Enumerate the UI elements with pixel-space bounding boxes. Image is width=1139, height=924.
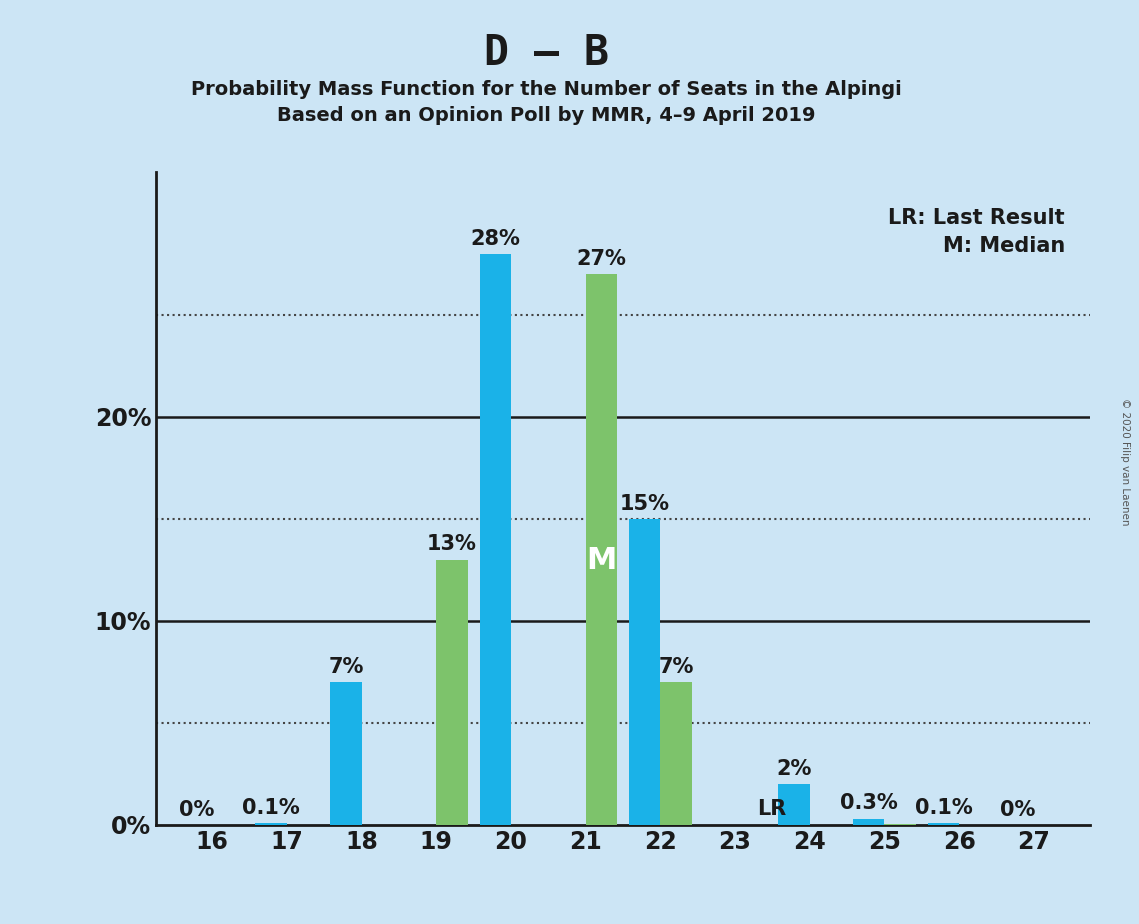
- Bar: [480, 254, 511, 825]
- Text: Probability Mass Function for the Number of Seats in the Alpingi: Probability Mass Function for the Number…: [191, 80, 902, 100]
- Text: 28%: 28%: [470, 228, 521, 249]
- Bar: [330, 682, 361, 825]
- Bar: [436, 560, 468, 825]
- Bar: [661, 682, 691, 825]
- Text: 7%: 7%: [328, 657, 363, 677]
- Text: 0%: 0%: [179, 799, 214, 820]
- Bar: [884, 823, 916, 825]
- Text: © 2020 Filip van Laenen: © 2020 Filip van Laenen: [1121, 398, 1130, 526]
- Text: 2%: 2%: [777, 759, 812, 779]
- Text: LR: LR: [756, 798, 786, 819]
- Text: 0%: 0%: [1000, 799, 1035, 820]
- Bar: [853, 819, 884, 825]
- Text: 15%: 15%: [620, 493, 670, 514]
- Text: 0.3%: 0.3%: [839, 794, 898, 813]
- Text: 0.1%: 0.1%: [243, 797, 300, 818]
- Text: 13%: 13%: [427, 534, 477, 554]
- Text: D – B: D – B: [484, 32, 609, 74]
- Text: LR: Last Result: LR: Last Result: [888, 208, 1065, 228]
- Bar: [928, 822, 959, 825]
- Bar: [255, 822, 287, 825]
- Text: M: Median: M: Median: [943, 236, 1065, 256]
- Text: 7%: 7%: [658, 657, 694, 677]
- Bar: [585, 274, 617, 825]
- Bar: [629, 518, 661, 825]
- Text: 0.1%: 0.1%: [915, 797, 973, 818]
- Text: M: M: [587, 546, 616, 575]
- Text: 27%: 27%: [576, 249, 626, 269]
- Text: Based on an Opinion Poll by MMR, 4–9 April 2019: Based on an Opinion Poll by MMR, 4–9 Apr…: [278, 106, 816, 126]
- Bar: [778, 784, 810, 825]
